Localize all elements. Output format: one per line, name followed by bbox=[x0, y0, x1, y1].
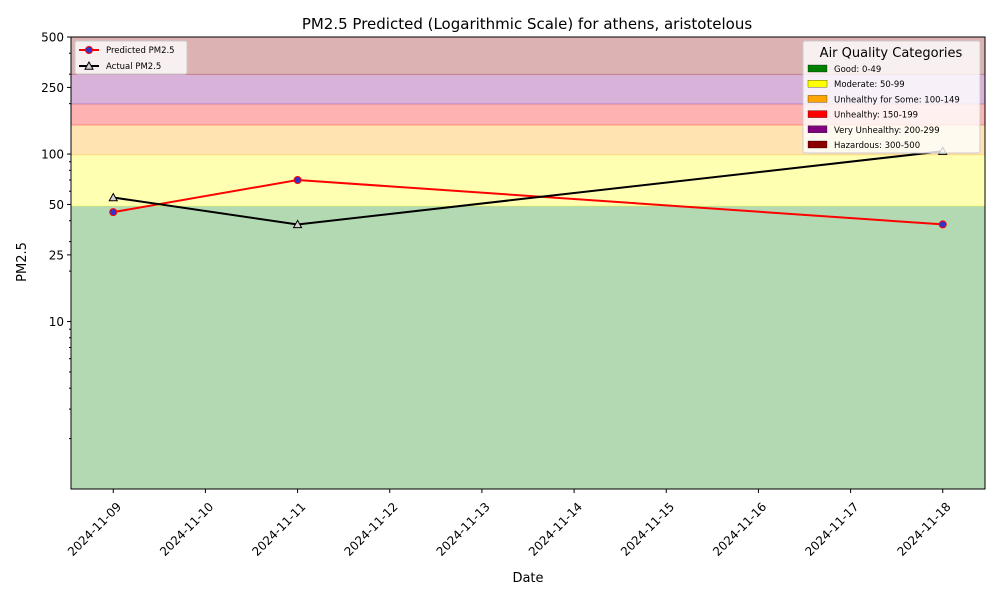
plot-frame bbox=[70, 36, 986, 490]
x-tick-label: 2024-11-09 bbox=[65, 500, 124, 559]
x-tick-label: 2024-11-14 bbox=[526, 500, 585, 559]
y-tick-label: 250 bbox=[41, 81, 64, 95]
category-label-2: Unhealthy for Some: 100-149 bbox=[834, 95, 960, 105]
y-tick-label: 500 bbox=[41, 31, 64, 45]
y-axis: 10 25 50 100 250 500 bbox=[41, 31, 71, 440]
actual-pm2-5-point-0 bbox=[108, 192, 119, 202]
series-legend: Predicted PM2.5 Actual PM2.5 bbox=[74, 40, 188, 75]
y-tick-label: 10 bbox=[49, 315, 64, 329]
category-legend: Air Quality Categories Good: 0-49 Moderate… bbox=[802, 40, 981, 154]
x-tick-label: 2024-11-10 bbox=[157, 500, 216, 559]
category-legend-box bbox=[802, 40, 981, 154]
category-label-4: Very Unhealthy: 200-299 bbox=[834, 126, 940, 136]
aqi-band-0 bbox=[71, 205, 985, 489]
category-swatch-0 bbox=[807, 64, 828, 73]
category-swatch-4 bbox=[807, 125, 828, 133]
y-tick-label: 50 bbox=[49, 198, 64, 212]
y-axis-label: PM2.5 bbox=[15, 242, 30, 282]
series-legend-label-1: Actual PM2.5 bbox=[106, 62, 161, 72]
category-label-3: Unhealthy: 150-199 bbox=[834, 111, 918, 121]
y-tick-label: 25 bbox=[49, 248, 64, 262]
category-swatch-1 bbox=[807, 80, 828, 88]
category-swatch-5 bbox=[807, 140, 828, 149]
chart-title: PM2.5 Predicted (Logarithmic Scale) for … bbox=[302, 15, 753, 33]
x-axis-label: Date bbox=[512, 571, 543, 586]
series-legend-marker-0 bbox=[85, 46, 93, 54]
series-legend-label-0: Predicted PM2.5 bbox=[106, 46, 175, 56]
actual-pm2-5-point-1 bbox=[292, 219, 303, 229]
x-tick-label: 2024-11-16 bbox=[710, 500, 769, 559]
x-axis: 2024-11-09 2024-11-10 2024-11-11 2024-11-12… bbox=[65, 489, 954, 559]
aqi-band-3 bbox=[71, 104, 985, 126]
x-tick-label: 2024-11-11 bbox=[249, 500, 308, 559]
category-legend-title: Air Quality Categories bbox=[820, 46, 963, 61]
x-tick-label: 2024-11-12 bbox=[341, 500, 400, 559]
series-legend-marker-1 bbox=[84, 60, 94, 70]
y-tick-label: 100 bbox=[41, 148, 64, 162]
category-label-5: Hazardous: 300-500 bbox=[834, 141, 920, 151]
series-legend-box bbox=[74, 40, 188, 75]
predicted-pm2-5-point-2 bbox=[938, 220, 947, 229]
category-label-1: Moderate: 50-99 bbox=[834, 80, 905, 90]
x-tick-label: 2024-11-18 bbox=[894, 500, 953, 559]
x-tick-label: 2024-11-15 bbox=[618, 500, 677, 559]
x-tick-label: 2024-11-13 bbox=[434, 500, 493, 559]
category-swatch-3 bbox=[807, 110, 828, 118]
category-label-0: Good: 0-49 bbox=[834, 65, 881, 75]
predicted-pm2-5-point-1 bbox=[293, 175, 302, 184]
x-tick-label: 2024-11-17 bbox=[802, 500, 861, 559]
category-swatch-2 bbox=[807, 95, 828, 103]
predicted-pm2-5-point-0 bbox=[109, 208, 118, 217]
